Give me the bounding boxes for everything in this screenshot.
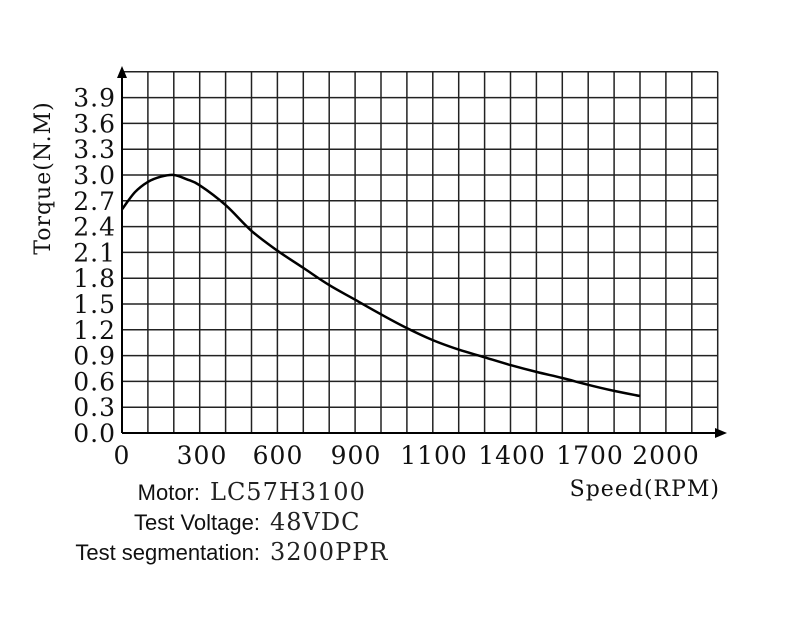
x-tick-label: 2000 bbox=[632, 441, 700, 470]
y-axis-title: Torque(N.M) bbox=[31, 101, 56, 255]
spec-motor-value: LC57H3100 bbox=[210, 478, 366, 506]
x-tick-label: 1700 bbox=[556, 441, 624, 470]
y-tick-label: 1.8 bbox=[73, 264, 116, 293]
y-tick-label: 0.6 bbox=[73, 367, 116, 396]
spec-voltage-value: 48VDC bbox=[270, 508, 361, 536]
spec-motor: Motor: LC57H3100 bbox=[0, 478, 366, 506]
torque-curve bbox=[120, 173, 641, 398]
y-tick-label: 1.5 bbox=[73, 290, 116, 319]
x-tick-label: 600 bbox=[253, 441, 304, 470]
y-tick-labels: 0.00.30.60.91.21.51.82.12.42.73.03.33.63… bbox=[73, 84, 116, 448]
x-tick-label: 1100 bbox=[400, 441, 468, 470]
spec-segmentation-value: 3200PPR bbox=[270, 538, 389, 566]
x-tick-label: 900 bbox=[331, 441, 382, 470]
y-tick-label: 3.3 bbox=[73, 135, 116, 164]
y-tick-label: 3.6 bbox=[73, 109, 116, 138]
y-axis-arrow-icon bbox=[117, 66, 127, 78]
y-tick-label: 3.0 bbox=[73, 161, 116, 190]
spec-segmentation-label: Test segmentation: bbox=[75, 540, 260, 565]
x-tick-label: 0 bbox=[114, 441, 131, 470]
y-tick-label: 0.9 bbox=[73, 342, 116, 371]
y-tick-label: 0.3 bbox=[73, 393, 116, 422]
y-tick-label: 3.9 bbox=[73, 84, 116, 113]
x-tick-labels: 0 300 600 900 1100 1400 1700 2000 bbox=[114, 441, 700, 470]
y-tick-label: 0.0 bbox=[73, 419, 116, 448]
x-tick-label: 1400 bbox=[478, 441, 546, 470]
y-tick-label: 2.7 bbox=[73, 187, 116, 216]
x-tick-label: 300 bbox=[177, 441, 228, 470]
spec-motor-label: Motor: bbox=[137, 480, 200, 505]
y-tick-label: 2.4 bbox=[73, 213, 116, 242]
y-tick-label: 2.1 bbox=[73, 238, 116, 267]
spec-voltage-label: Test Voltage: bbox=[134, 510, 260, 535]
grid bbox=[122, 71, 719, 433]
x-axis-title: Speed(RPM) bbox=[570, 477, 720, 502]
spec-voltage: Test Voltage: 48VDC bbox=[0, 508, 360, 536]
x-axis-arrow-icon bbox=[715, 428, 727, 438]
axes bbox=[117, 66, 727, 438]
y-tick-label: 1.2 bbox=[73, 316, 116, 345]
spec-segmentation: Test segmentation: 3200PPR bbox=[0, 538, 388, 566]
